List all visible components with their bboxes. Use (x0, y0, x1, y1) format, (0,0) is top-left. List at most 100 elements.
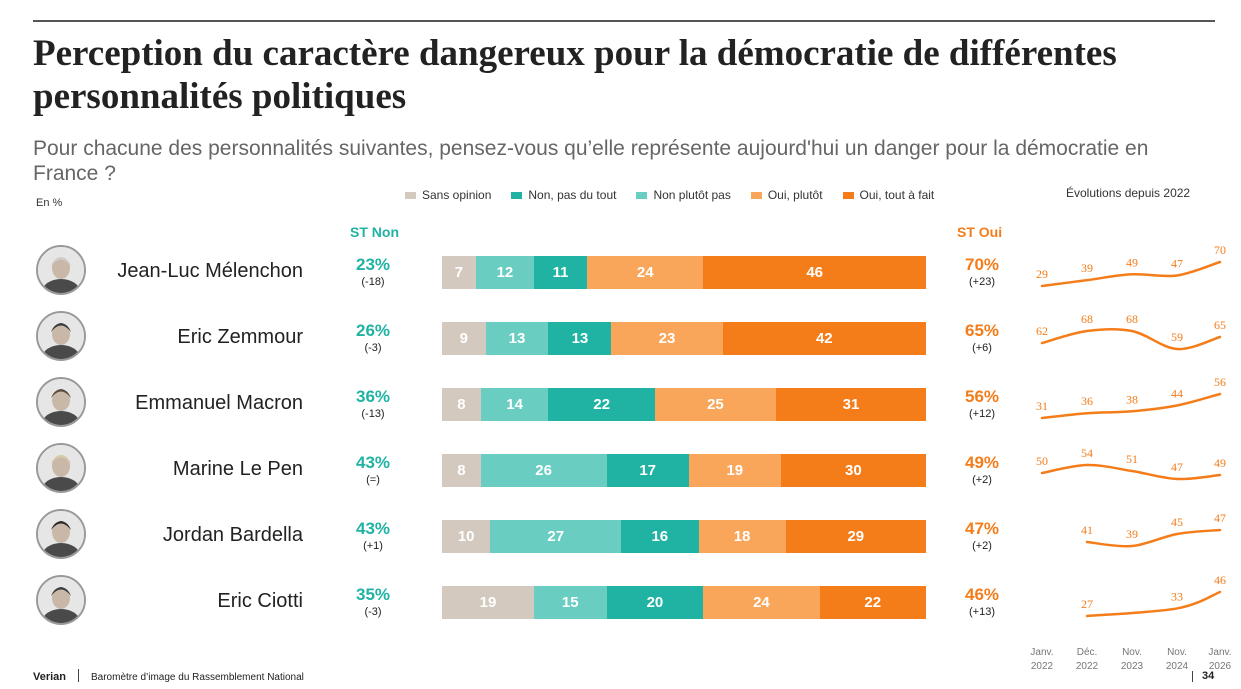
bar-segment-oui-tout-a-fait: 30 (780, 454, 926, 487)
legend-item: Non, pas du tout (511, 188, 616, 202)
page-divider (1192, 671, 1193, 682)
legend-item: Sans opinion (405, 188, 491, 202)
bar-segment-sans-opinion: 7 (442, 256, 476, 289)
bar-segment-oui-plutot: 19 (688, 454, 781, 487)
person-name: Jordan Bardella (162, 524, 303, 546)
bar-segment-non-pas-du-tout: 22 (548, 388, 655, 421)
evolution-point-label: 68 (1126, 312, 1138, 326)
st-non-value: 26% (355, 321, 391, 340)
st-oui-change: (+12) (969, 408, 995, 420)
bar-segment-non-plutot-pas: 12 (475, 256, 534, 289)
avatar (36, 311, 86, 361)
st-oui-stat: 49% (+2) (957, 453, 1007, 487)
evolution-point-label: 31 (1036, 399, 1048, 413)
legend-label: Sans opinion (422, 188, 492, 202)
evolution-x-year: 2022 (1076, 661, 1099, 672)
legend-swatch (511, 191, 523, 199)
bar-segment-non-pas-du-tout: 13 (548, 322, 612, 355)
legend-swatch (405, 191, 416, 199)
stacked-bar: 9 13 13 23 42 (442, 322, 926, 355)
stacked-bar: 8 14 22 25 31 (442, 388, 926, 421)
bar-segment-oui-plutot: 23 (611, 322, 723, 355)
chart-row: Emmanuel Macron 36% (-13) 8 14 22 25 31 56% (+12) (0, 377, 1241, 443)
st-oui-change: (+2) (972, 474, 992, 486)
st-oui-value: 49% (964, 453, 1000, 472)
bar-segment-oui-tout-a-fait: 46 (703, 256, 926, 289)
evolution-point-label: 41 (1081, 523, 1093, 537)
evolution-title: Évolutions depuis 2022 (1066, 186, 1191, 200)
evolution-x-month: Janv. (1030, 647, 1053, 658)
bar-segment-non-plutot-pas: 15 (533, 586, 607, 619)
bar-segment-non-pas-du-tout: 17 (606, 454, 689, 487)
st-oui-change: (+13) (969, 606, 995, 618)
bar-segment-non-pas-du-tout: 11 (533, 256, 588, 289)
avatar (36, 575, 86, 625)
st-oui-header: ST Oui (957, 224, 1003, 240)
bar-segment-non-plutot-pas: 14 (480, 388, 549, 421)
stacked-bar: 10 27 16 18 29 (442, 520, 926, 553)
evolution-point-label: 70 (1214, 243, 1226, 257)
bar-segment-oui-tout-a-fait: 42 (722, 322, 926, 355)
evolution-x-month: Déc. (1077, 647, 1098, 658)
avatar (36, 377, 86, 427)
st-oui-change: (+2) (972, 540, 992, 552)
unit-label: En % (36, 197, 63, 209)
bar-segment-sans-opinion: 10 (442, 520, 491, 553)
evolution-point-label: 46 (1214, 573, 1226, 587)
st-non-change: (=) (366, 474, 380, 486)
evolution-x-year: 2023 (1121, 661, 1144, 672)
evolution-point-label: 65 (1214, 318, 1226, 332)
bar-segment-oui-plutot: 18 (698, 520, 786, 553)
st-non-stat: 23% (-18) (348, 255, 398, 289)
evolution-x-month: Janv. (1208, 647, 1231, 658)
person-name: Emmanuel Macron (135, 392, 303, 414)
st-non-value: 43% (355, 519, 391, 538)
chart-row: Jordan Bardella 43% (+1) 10 27 16 18 29 47% (+2) (0, 509, 1241, 575)
footer-brand: Verian (33, 671, 67, 683)
st-non-stat: 26% (-3) (348, 321, 398, 355)
legend-item: Non plutôt pas (636, 188, 731, 202)
evolution-x-year: 2026 (1209, 661, 1232, 672)
question-subtitle: Pour chacune des personnalités suivantes… (33, 137, 1149, 185)
legend-label: Oui, tout à fait (859, 188, 935, 202)
footer-divider (78, 669, 79, 682)
legend-label: Oui, plutôt (767, 188, 823, 202)
avatar (36, 443, 86, 493)
chart-row: Jean-Luc Mélenchon 23% (-18) 7 12 11 24 46 70% (+… (0, 245, 1241, 311)
st-oui-stat: 46% (+13) (957, 585, 1007, 619)
evolution-point-label: 49 (1214, 456, 1226, 470)
evolution-line (1040, 392, 1222, 420)
st-non-value: 35% (355, 585, 391, 604)
evolution-point-label: 56 (1214, 375, 1226, 389)
evolution-point-label: 51 (1126, 452, 1138, 466)
st-non-change: (-3) (364, 342, 382, 354)
st-non-stat: 35% (-3) (348, 585, 398, 619)
bar-segment-sans-opinion: 19 (442, 586, 534, 619)
st-oui-change: (+23) (969, 276, 995, 288)
evolution-point-label: 39 (1081, 261, 1093, 275)
evolution-point-label: 27 (1081, 597, 1093, 611)
st-non-value: 36% (355, 387, 391, 406)
st-oui-change: (+6) (972, 342, 992, 354)
st-oui-value: 65% (964, 321, 1000, 340)
bar-segment-non-plutot-pas: 13 (485, 322, 549, 355)
chart-row: Eric Ciotti 35% (-3) 19 15 20 24 22 46% (+13) (0, 575, 1241, 641)
person-name: Jean-Luc Mélenchon (117, 260, 303, 282)
page-title: Perception du caractère dangereux pour l… (33, 33, 1117, 117)
person-name: Marine Le Pen (172, 458, 303, 480)
st-oui-value: 47% (964, 519, 1000, 538)
evolution-point-label: 38 (1126, 392, 1138, 406)
person-name: Eric Ciotti (217, 590, 303, 612)
legend-label: Non plutôt pas (653, 188, 731, 202)
st-oui-stat: 56% (+12) (957, 387, 1007, 421)
evolution-point-label: 44 (1171, 387, 1183, 401)
evolution-line (1040, 463, 1222, 481)
avatar (36, 245, 86, 295)
st-oui-stat: 47% (+2) (957, 519, 1007, 553)
st-non-stat: 43% (=) (348, 453, 398, 487)
chart-row: Marine Le Pen 43% (=) 8 26 17 19 30 49% (+2) (0, 443, 1241, 509)
bar-segment-non-pas-du-tout: 20 (606, 586, 704, 619)
evolution-point-label: 50 (1036, 454, 1048, 468)
evolution-point-label: 47 (1214, 511, 1226, 525)
footer-text: Baromètre d’image du Rassemblement Natio… (91, 672, 304, 683)
